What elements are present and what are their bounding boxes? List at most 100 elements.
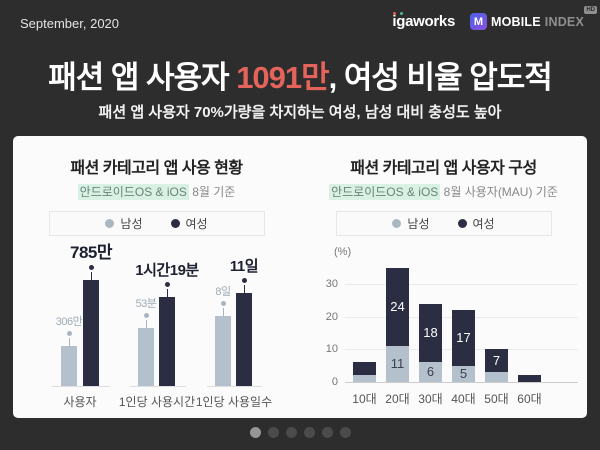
igaworks-logo-text: igaworks — [392, 13, 455, 30]
pointer-stem — [243, 285, 245, 293]
female-segment — [386, 267, 409, 347]
pointer-dot-icon — [220, 301, 226, 306]
group-baseline — [207, 386, 262, 387]
mobileindex-logo: M MOBILE INDEX HD — [469, 6, 597, 30]
legend-female: 여성 — [457, 215, 495, 232]
legend-male: 남성 — [392, 215, 430, 232]
male-dot-icon — [105, 219, 115, 228]
legend-female-label: 여성 — [185, 217, 208, 231]
pagination — [0, 427, 600, 438]
male-segment-label: 6 — [426, 364, 435, 380]
group-baseline — [52, 386, 110, 387]
pointer-dot-icon — [66, 331, 72, 336]
male-segment — [419, 362, 442, 382]
value-text: 306만 — [55, 316, 83, 328]
pointer-dot-icon — [88, 265, 94, 270]
bar-value-label: 1시간19분 — [122, 259, 212, 297]
left-subtitle-rest: 8월 기준 — [188, 185, 236, 199]
right-legend: 남성 여성 — [335, 211, 552, 236]
value-text: 1시간19분 — [135, 262, 199, 279]
pointer-stem — [145, 320, 147, 328]
female-segment — [452, 310, 475, 366]
female-segment — [485, 349, 508, 373]
male-segment — [386, 346, 409, 382]
category-label: 1인당 사용일수 — [195, 395, 273, 409]
pagination-dot-2[interactable] — [267, 427, 279, 438]
category-label: 60대 — [517, 392, 542, 406]
value-text: 11일 — [229, 258, 259, 275]
male-bar — [138, 328, 154, 386]
report-date: September, 2020 — [20, 16, 120, 31]
legend-female-label: 여성 — [472, 217, 495, 231]
legend-male: 남성 — [105, 215, 143, 232]
title-post: , 여성 비율 압도적 — [328, 60, 553, 95]
female-segment-label: 17 — [456, 329, 471, 345]
female-segment — [353, 362, 376, 376]
panel-app-usage: 패션 카테고리 앱 사용 현황 안드로이드OS & iOS 8월 기준 남성 여… — [13, 136, 300, 418]
panel-user-composition: 패션 카테고리 앱 사용자 구성 안드로이드OS & iOS 8월 사용자(MA… — [300, 136, 587, 418]
female-bar — [83, 280, 99, 386]
category-label: 10대 — [352, 392, 377, 406]
title-pre: 패션 앱 사용자 — [48, 60, 237, 95]
pointer-dot-icon — [143, 313, 149, 318]
y-axis-tick: 20 — [325, 310, 338, 323]
bar-value-label: 53분 — [101, 295, 191, 328]
bar-value-label: 785만 — [46, 238, 136, 280]
igaworks-dot-icon — [400, 12, 404, 15]
pointer-dot-icon — [164, 282, 170, 287]
female-dot-icon — [170, 219, 180, 228]
category-label: 20대 — [385, 392, 410, 406]
male-segment-label: 5 — [459, 365, 468, 381]
legend-male-label: 남성 — [407, 217, 430, 231]
category-label: 50대 — [484, 392, 509, 406]
page-subtitle: 패션 앱 사용자 70%가량을 차지하는 여성, 남성 대비 충성도 높아 — [98, 104, 502, 121]
pagination-dot-3[interactable] — [285, 427, 297, 438]
mobileindex-word-mobile: MOBILE — [490, 14, 541, 29]
bar-value-label: 8일 — [178, 283, 268, 316]
pointer-dot-icon — [241, 278, 247, 283]
bar-value-label: 306만 — [24, 313, 114, 346]
category-label: 30대 — [418, 392, 443, 406]
category-label: 사용자 — [63, 395, 97, 409]
female-segment-label: 24 — [390, 298, 405, 314]
legend-female: 여성 — [170, 215, 208, 232]
male-segment — [353, 375, 376, 382]
male-segment — [485, 372, 508, 382]
female-segment-label: 18 — [423, 324, 438, 340]
value-text: 785만 — [69, 243, 113, 262]
pagination-dot-5[interactable] — [321, 427, 333, 438]
content-card: 패션 카테고리 앱 사용 현황 안드로이드OS & iOS 8월 기준 남성 여… — [13, 136, 587, 418]
male-bar — [215, 316, 231, 386]
left-legend: 남성 여성 — [48, 211, 265, 236]
bar-value-label: 11일 — [199, 255, 289, 293]
os-highlight: 안드로이드OS & iOS — [77, 184, 189, 200]
right-chart-title: 패션 카테고리 앱 사용자 구성 — [350, 160, 537, 177]
pagination-dot-6[interactable] — [339, 427, 351, 438]
pagination-dot-1[interactable] — [249, 427, 261, 438]
pointer-stem — [222, 308, 224, 316]
title-highlight: 1091만 — [236, 60, 329, 95]
legend-male-label: 남성 — [120, 217, 143, 231]
value-text: 8일 — [215, 286, 231, 298]
y-axis-unit-label: (%) — [334, 246, 352, 258]
female-bar — [159, 297, 175, 386]
hd-badge: HD — [584, 6, 597, 14]
pagination-dot-4[interactable] — [303, 427, 315, 438]
female-segment-label: 7 — [492, 352, 501, 368]
category-label: 40대 — [451, 392, 476, 406]
mobileindex-m-icon: M — [469, 13, 487, 30]
female-bar — [236, 293, 252, 386]
page-title: 패션 앱 사용자 1091만, 여성 비율 압도적 — [0, 52, 600, 97]
igaworks-logo: igaworks — [392, 12, 455, 30]
pointer-stem — [90, 272, 92, 280]
group-baseline — [130, 386, 186, 387]
y-axis-tick: 30 — [325, 277, 338, 290]
right-subtitle-rest: 8월 사용자(MAU) 기준 — [440, 185, 558, 199]
gridline — [345, 283, 578, 285]
right-chart-subtitle: 안드로이드OS & iOS 8월 사용자(MAU) 기준 — [300, 183, 587, 200]
category-label: 1인당 사용시간 — [118, 395, 196, 409]
female-segment — [419, 303, 442, 363]
value-text: 53분 — [135, 298, 157, 310]
male-bar — [61, 346, 77, 386]
